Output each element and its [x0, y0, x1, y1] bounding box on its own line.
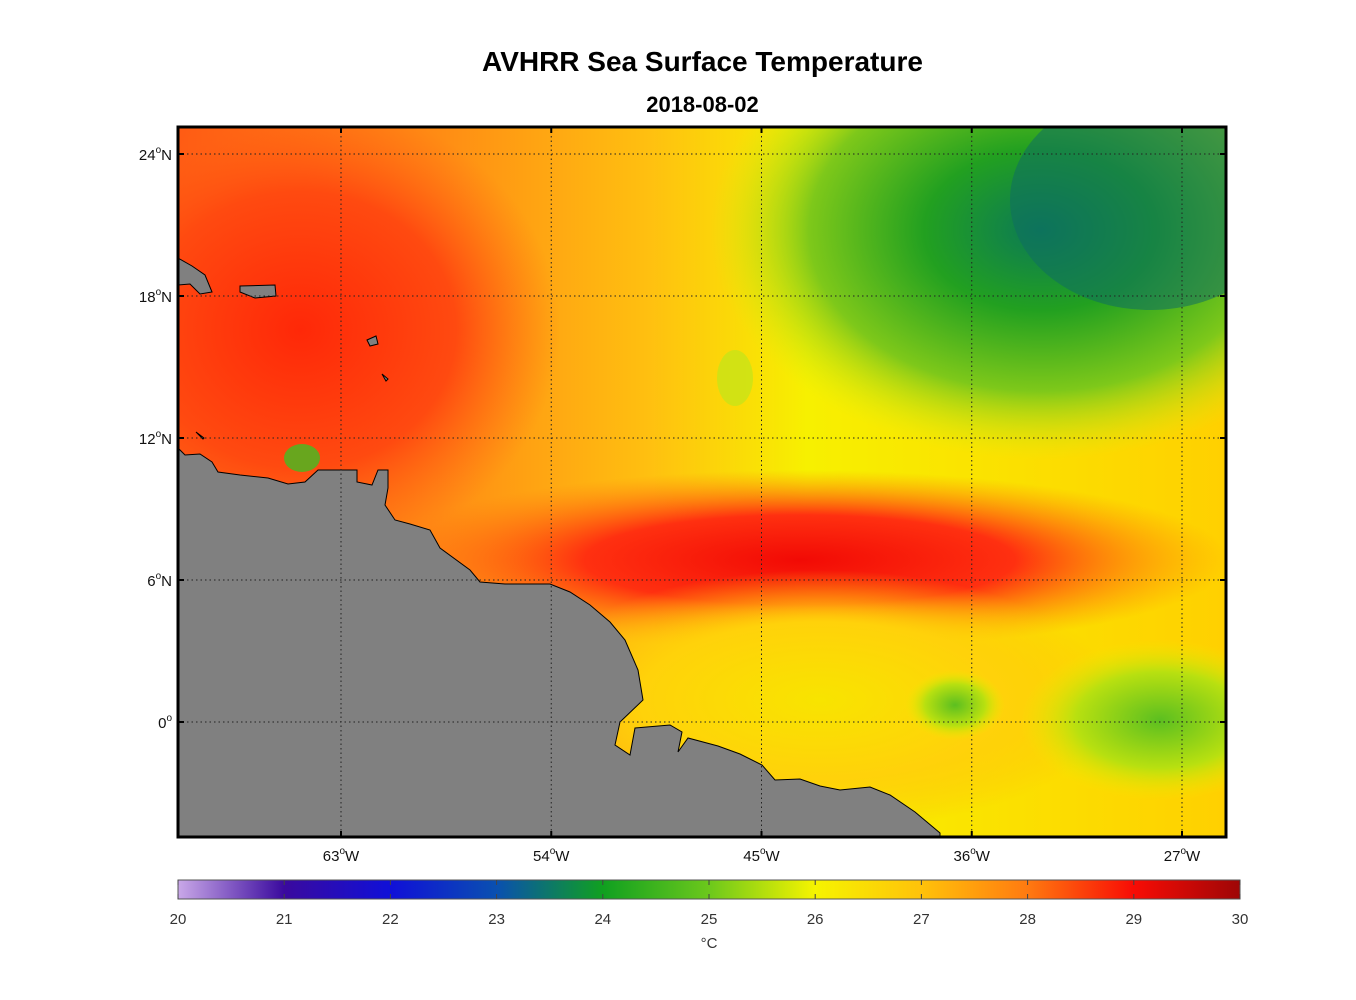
lat-tick-label: 24oN — [139, 145, 172, 164]
lon-tick-label: 63oW — [323, 846, 360, 865]
latitude-ticks: 24oN 18oN 12oN 6oN 0o — [139, 145, 1226, 732]
cool-patch-center — [717, 350, 753, 406]
lat-tick-label: 6oN — [147, 571, 172, 590]
colorbar-tick-label: 20 — [170, 911, 187, 928]
map-subtitle: 2018-08-02 — [646, 92, 759, 117]
hispaniola-landmass — [178, 257, 213, 295]
colorbar-tick-label: 30 — [1232, 911, 1249, 928]
lon-tick-label: 36oW — [954, 846, 991, 865]
coolest-water-northeast — [1010, 127, 1226, 310]
lat-tick-label: 0o — [158, 713, 172, 732]
island-small-3 — [195, 431, 205, 440]
island-small-1 — [366, 335, 379, 347]
sst-map — [178, 127, 1226, 837]
colorbar-tick-label: 25 — [701, 911, 718, 928]
land — [178, 257, 941, 837]
map-title: AVHRR Sea Surface Temperature — [482, 46, 923, 77]
colorbar-tick-label: 22 — [382, 911, 399, 928]
colorbar-tick-label: 29 — [1125, 911, 1142, 928]
lat-tick-label: 18oN — [139, 287, 172, 306]
south-america-landmass — [178, 447, 941, 837]
longitude-ticks: 63oW 54oW 45oW 36oW 27oW — [323, 127, 1201, 865]
colorbar: 20 21 22 23 24 25 26 27 28 29 30 °C — [170, 879, 1249, 952]
graticule — [178, 127, 1226, 837]
lon-tick-label: 54oW — [533, 846, 570, 865]
cool-patch-coastal — [284, 444, 320, 472]
colorbar-unit: °C — [701, 935, 718, 952]
map-frame — [176, 125, 1228, 839]
island-small-2 — [381, 373, 389, 382]
cool-patch-south — [905, 670, 1005, 740]
colorbar-tick-label: 27 — [913, 911, 930, 928]
cool-patch-southeast — [1020, 640, 1226, 800]
colorbar-tick-label: 21 — [276, 911, 293, 928]
colorbar-ticks: 20 21 22 23 24 25 26 27 28 29 30 — [170, 880, 1249, 928]
colorbar-tick-label: 26 — [807, 911, 824, 928]
puerto-rico-landmass — [239, 284, 277, 299]
colorbar-tick-label: 24 — [594, 911, 611, 928]
lon-tick-label: 27oW — [1164, 846, 1201, 865]
colorbar-tick-label: 23 — [488, 911, 505, 928]
lon-tick-label: 45oW — [743, 846, 780, 865]
lat-tick-label: 12oN — [139, 429, 172, 448]
colorbar-tick-label: 28 — [1019, 911, 1036, 928]
